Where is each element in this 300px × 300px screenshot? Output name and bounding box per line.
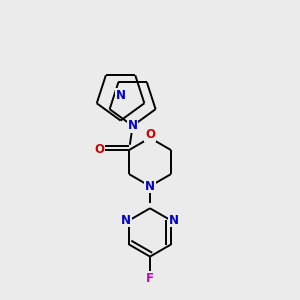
Text: F: F bbox=[146, 272, 154, 285]
Text: N: N bbox=[169, 214, 179, 227]
Text: N: N bbox=[145, 180, 155, 193]
Text: N: N bbox=[128, 119, 138, 132]
Text: O: O bbox=[94, 143, 105, 157]
Text: N: N bbox=[121, 214, 131, 227]
Text: N: N bbox=[116, 89, 126, 102]
Text: O: O bbox=[145, 128, 155, 142]
